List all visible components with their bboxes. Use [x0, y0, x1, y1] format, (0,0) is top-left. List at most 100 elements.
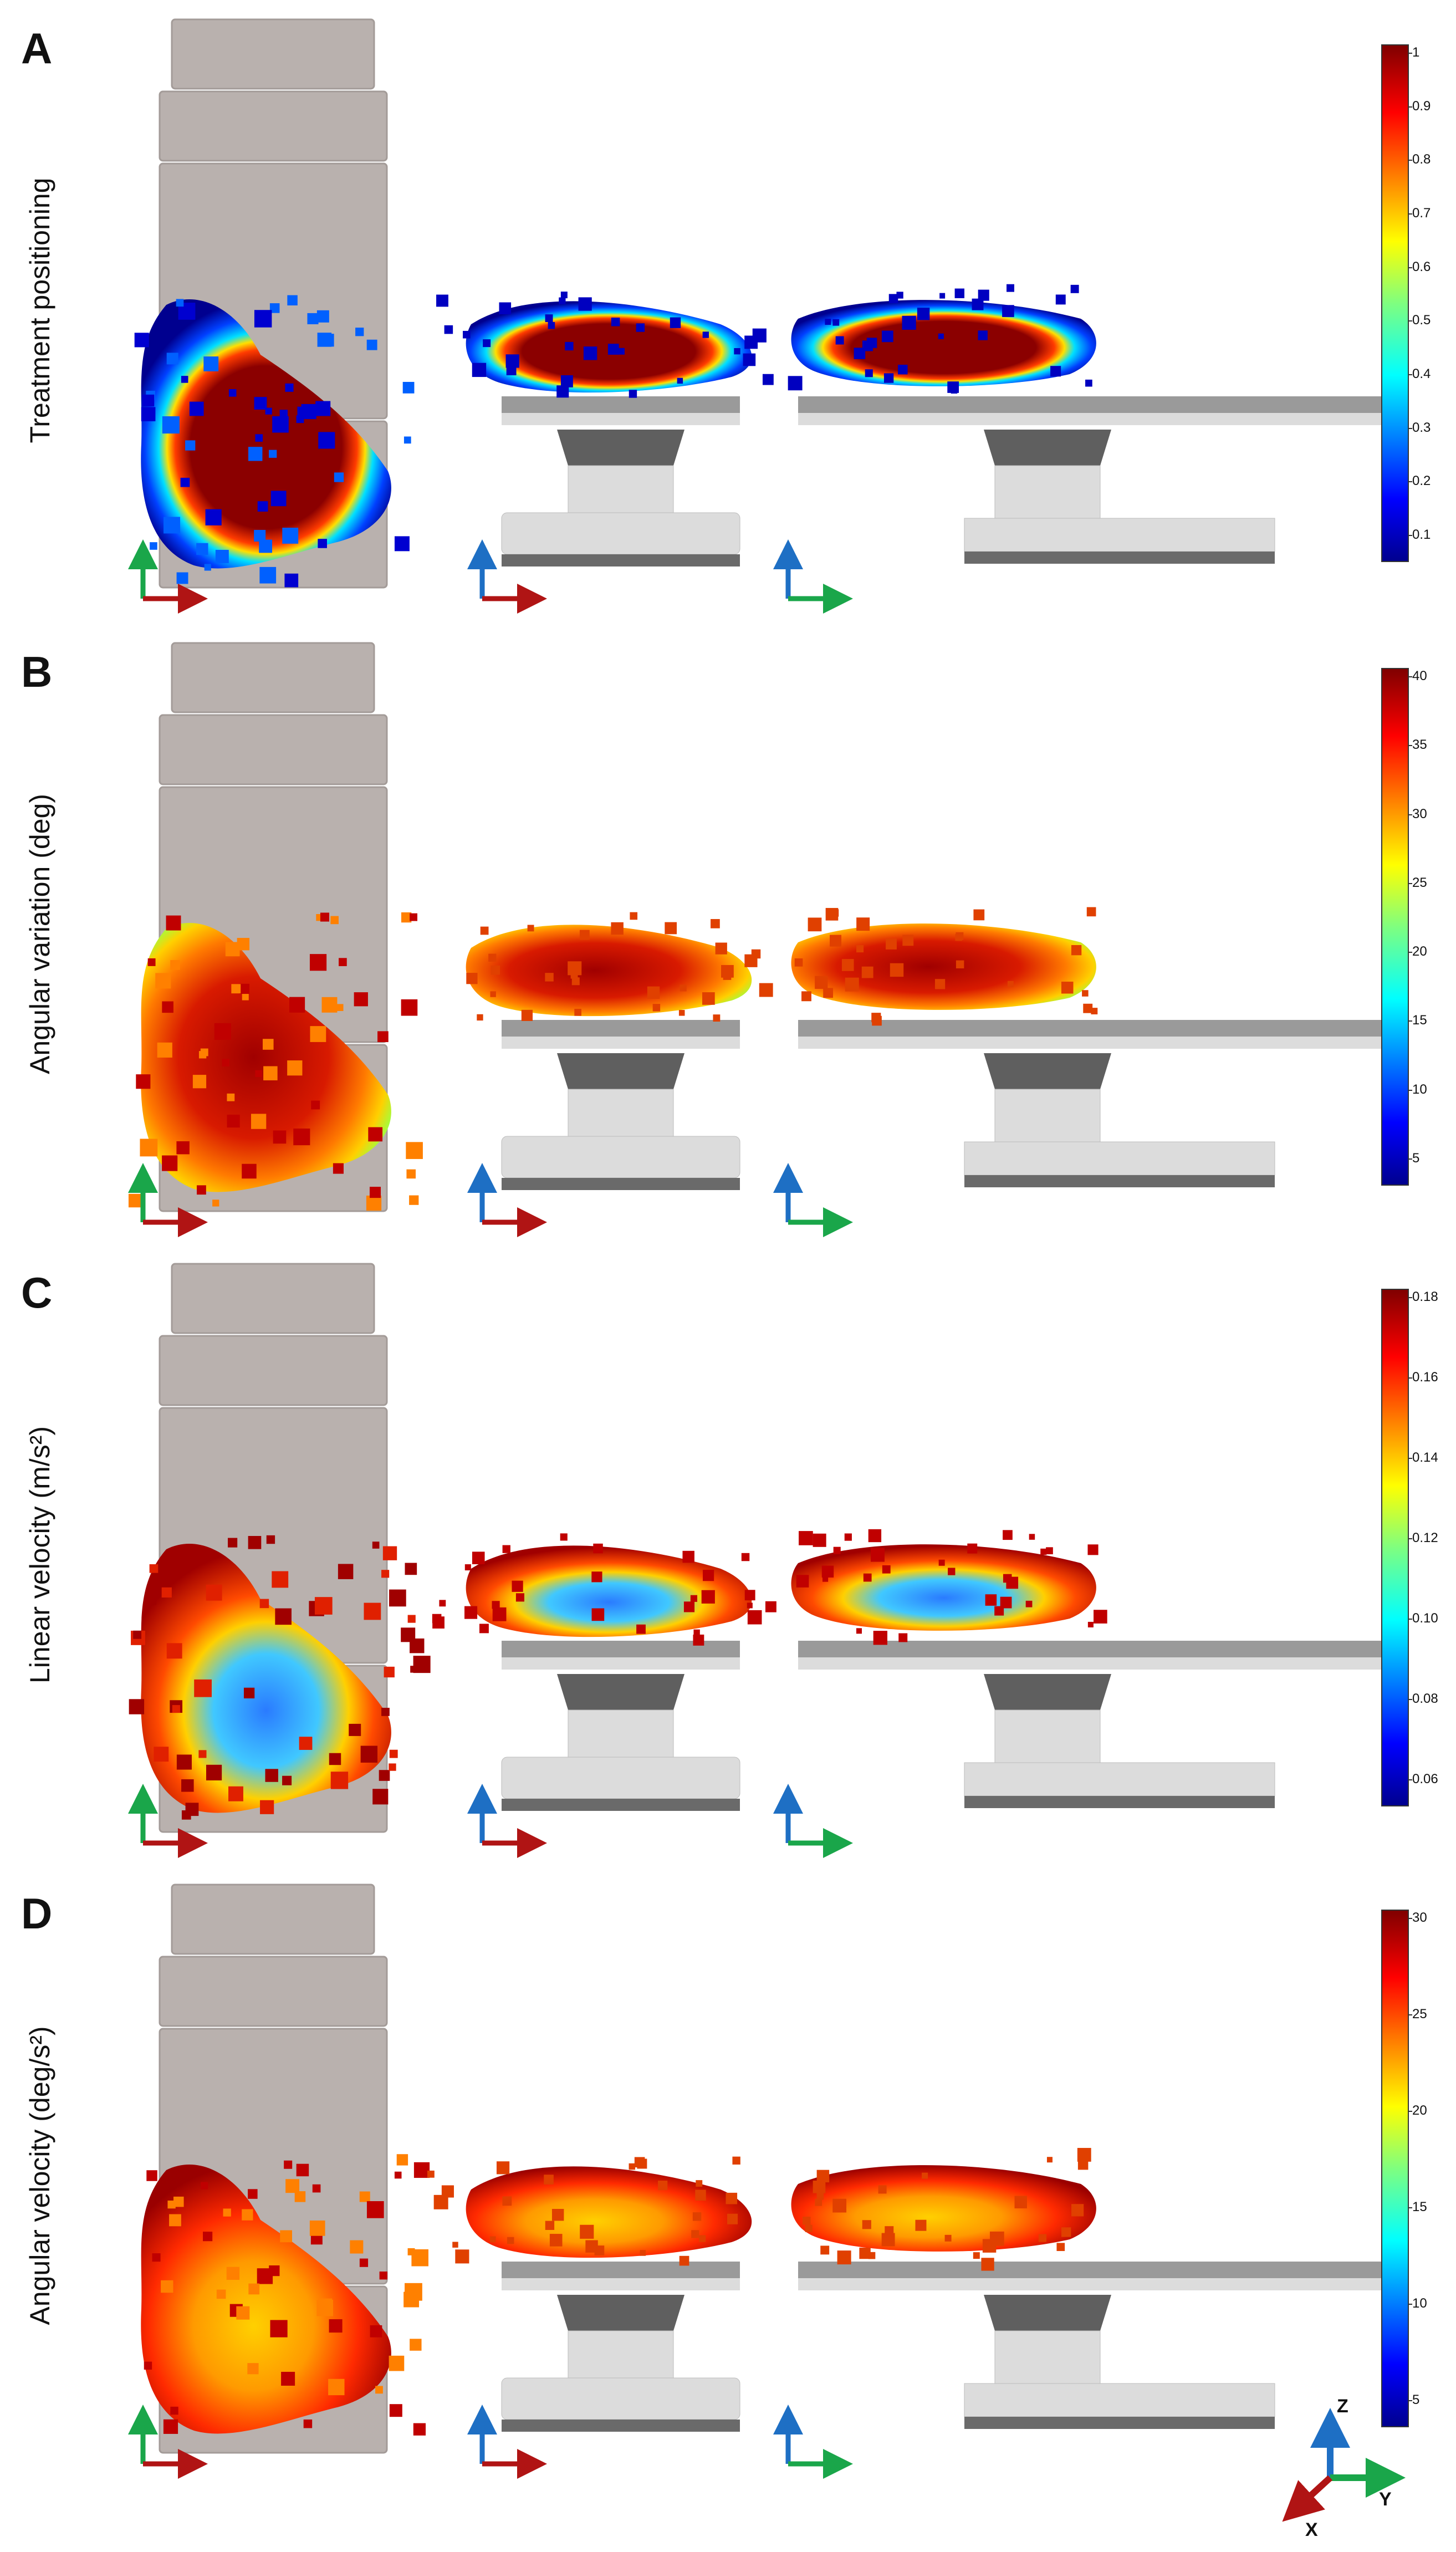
colorbar-tick-label: 0.08 — [1412, 1691, 1438, 1706]
heatmap-cell — [505, 354, 519, 368]
heatmap-cell — [140, 1139, 158, 1157]
views-figure — [128, 1884, 1386, 2479]
colorbar-tick-mark — [1408, 160, 1412, 161]
heatmap-cell — [574, 1008, 581, 1016]
colorbar-tick-mark — [1408, 952, 1412, 953]
heatmap-cell — [1055, 294, 1066, 305]
heatmap-cell — [296, 415, 304, 423]
heatmap-cell — [813, 1533, 826, 1547]
heatmap-cell — [401, 1627, 416, 1642]
heatmap-cell — [902, 935, 914, 946]
heatmap-cell — [154, 1747, 169, 1762]
colorbar-tick-mark — [1408, 1089, 1412, 1091]
heatmap-cell — [652, 1004, 661, 1012]
heatmap-cell — [934, 979, 946, 989]
heatmap-cell — [366, 2201, 384, 2218]
heatmap-cell — [222, 1059, 230, 1066]
heatmap-cell — [640, 2250, 646, 2256]
xyz-axes-legend — [1282, 2408, 1406, 2522]
heatmap-cell — [873, 1631, 887, 1645]
heatmap-cell — [161, 1587, 172, 1598]
heatmap-cell — [413, 2423, 426, 2436]
heatmap-cell — [617, 348, 625, 355]
heatmap-cell — [435, 1620, 443, 1629]
heatmap-cell — [466, 973, 478, 984]
x-axis-label: X — [1305, 2519, 1318, 2540]
heatmap-cell — [405, 1563, 417, 1575]
heatmap-cell — [845, 977, 859, 992]
heatmap-cell — [967, 1543, 978, 1554]
heatmap-cell — [142, 394, 155, 407]
heatmap-cell — [1082, 990, 1089, 997]
table-top — [798, 1641, 1386, 1657]
heatmap-cell — [136, 1074, 151, 1089]
colorbar-tick-label: 0.6 — [1412, 259, 1431, 274]
heatmap-cell — [269, 2265, 280, 2277]
heatmap-cell — [254, 397, 267, 410]
heatmap-cell — [242, 2209, 253, 2221]
colorbar-tick-label: 0.18 — [1412, 1289, 1438, 1304]
heatmap-cell — [439, 1600, 446, 1607]
colorbar-tick-label: 5 — [1412, 2392, 1420, 2407]
table-foot — [964, 2417, 1275, 2429]
heatmap-cell — [1007, 981, 1014, 987]
heatmap-cell — [837, 2250, 851, 2265]
heatmap-cell — [196, 543, 208, 555]
heatmap-cell — [181, 376, 188, 383]
table-column — [994, 1089, 1101, 1142]
head-block — [171, 1263, 375, 1334]
heatmap-cell — [556, 385, 569, 398]
heatmap-cell — [492, 1607, 507, 1621]
views-figure — [128, 18, 1386, 614]
lateral-view-axes — [467, 539, 547, 614]
heatmap-cell — [683, 1601, 695, 1612]
heatmap-cell — [544, 2175, 554, 2184]
colorbar-tick-label: 0.2 — [1412, 473, 1431, 489]
heatmap-cell — [372, 1789, 389, 1805]
heatmap-cell — [382, 1546, 397, 1560]
shoulder-block — [159, 1956, 388, 2027]
heatmap-cell — [801, 991, 811, 1002]
heatmap-cell — [329, 2319, 343, 2333]
colorbar-tick-mark — [1408, 320, 1412, 322]
heatmap-cell — [1050, 366, 1061, 377]
heatmap-cell — [691, 2230, 699, 2238]
heatmap-cell — [878, 2185, 887, 2194]
heatmap-cell — [591, 1608, 605, 1621]
heatmap-cell — [881, 2233, 895, 2247]
heatmap-cell — [381, 1570, 390, 1578]
heatmap-cell — [377, 1031, 389, 1043]
heatmap-cell — [227, 1114, 240, 1128]
heatmap-cell — [978, 289, 989, 301]
longitudinal-view-axes — [773, 1163, 853, 1237]
heatmap-cell — [702, 992, 715, 1005]
table-foot — [964, 1796, 1275, 1808]
heatmap-cell — [272, 416, 289, 433]
head-block — [171, 18, 375, 90]
heatmap-cell — [259, 566, 277, 584]
heatmap-cell — [181, 1779, 194, 1792]
panel-letter: A — [21, 24, 53, 73]
heatmap-cell — [204, 564, 211, 571]
heatmap-cell — [521, 1009, 533, 1021]
heatmap-cell — [333, 1163, 344, 1174]
colorbar-tick-label: 0.9 — [1412, 98, 1431, 114]
heatmap-cell — [394, 536, 410, 552]
heatmap-cell — [713, 1014, 721, 1022]
heatmap-cell — [157, 1042, 172, 1058]
heatmap-cell — [316, 310, 329, 323]
heatmap-cell — [375, 2386, 383, 2394]
heatmap-cell — [270, 491, 287, 507]
heatmap-cell — [360, 1745, 378, 1763]
heatmap-cell — [865, 369, 873, 377]
longitudinal-heatmap — [791, 300, 1096, 386]
heatmap-cell — [275, 1608, 292, 1625]
heatmap-cell — [410, 913, 418, 921]
heatmap-cell — [647, 986, 660, 999]
heatmap-cell — [1061, 981, 1074, 994]
heatmap-cell — [496, 2161, 510, 2175]
colorbar-tick-mark — [1408, 1458, 1412, 1459]
colorbar-tick-mark — [1408, 2207, 1412, 2208]
heatmap-cell — [611, 922, 624, 935]
longitudinal-view-axes — [773, 539, 853, 614]
